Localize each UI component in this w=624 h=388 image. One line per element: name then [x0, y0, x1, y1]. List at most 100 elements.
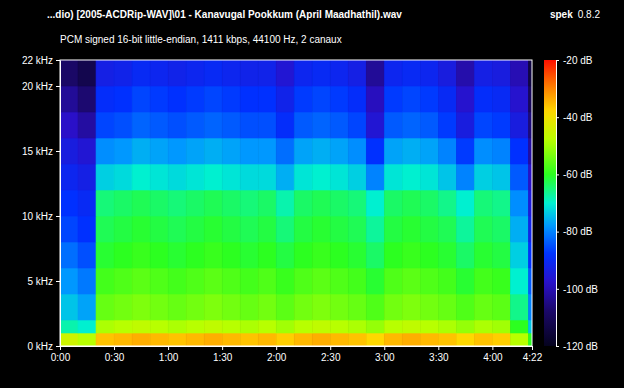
cell: [114, 60, 132, 86]
cell: [492, 268, 510, 294]
cell: [168, 242, 186, 268]
cell: [186, 86, 204, 112]
cell: [150, 294, 168, 320]
spectrogram-svg: ...dio) [2005-ACDRip-WAV]\01 - Kanavugal…: [0, 0, 624, 388]
x-axis-line: [61, 346, 533, 347]
cell: [456, 164, 474, 190]
cell: [168, 138, 186, 164]
cell: [258, 294, 276, 320]
cell: [168, 86, 186, 112]
cell: [456, 216, 474, 242]
cell: [348, 60, 366, 86]
cell: [402, 112, 420, 138]
cell: [366, 242, 384, 268]
tick-mark: [384, 346, 385, 350]
chart-container: ...dio) [2005-ACDRip-WAV]\01 - Kanavugal…: [0, 0, 624, 388]
cell: [60, 333, 78, 346]
cell: [528, 60, 532, 86]
cell: [312, 164, 330, 190]
tick-label: 20 kHz: [22, 81, 53, 92]
cell: [492, 294, 510, 320]
cell: [348, 216, 366, 242]
tick-mark: [276, 346, 277, 350]
cell: [438, 242, 456, 268]
cell: [348, 242, 366, 268]
cell: [438, 190, 456, 216]
cell: [492, 112, 510, 138]
cell: [168, 333, 186, 346]
cell: [456, 268, 474, 294]
cell: [366, 190, 384, 216]
cell: [276, 216, 294, 242]
tick-mark: [556, 117, 559, 118]
cell: [438, 60, 456, 86]
cell: [366, 268, 384, 294]
cell: [294, 294, 312, 320]
tick: -100 dB: [556, 284, 598, 295]
cell: [132, 86, 150, 112]
cell: [186, 333, 204, 346]
tick: 3:30: [429, 346, 449, 363]
cell: [168, 320, 186, 333]
cell: [312, 138, 330, 164]
cell: [96, 164, 114, 190]
cell: [258, 60, 276, 86]
cell: [222, 112, 240, 138]
cell: [204, 164, 222, 190]
cell: [96, 112, 114, 138]
tick: -80 dB: [556, 226, 593, 237]
cell: [528, 112, 532, 138]
tick: 10 kHz: [22, 211, 60, 222]
cell: [384, 60, 402, 86]
cell: [258, 112, 276, 138]
tick-label: 22 kHz: [22, 55, 53, 66]
cell: [294, 268, 312, 294]
cell: [528, 164, 532, 190]
cell: [456, 86, 474, 112]
cell: [132, 242, 150, 268]
cell: [312, 242, 330, 268]
cell: [402, 333, 420, 346]
y-axis-line: [60, 61, 61, 347]
cell: [96, 138, 114, 164]
cell: [78, 242, 96, 268]
tick: 0:30: [105, 346, 125, 363]
cell: [492, 242, 510, 268]
cell: [186, 190, 204, 216]
cell: [294, 242, 312, 268]
cell: [402, 242, 420, 268]
program-name: spek: [550, 9, 573, 20]
cell: [366, 216, 384, 242]
cell: [384, 216, 402, 242]
cell: [402, 190, 420, 216]
cell: [420, 112, 438, 138]
cell: [366, 86, 384, 112]
cell: [240, 333, 258, 346]
tick-mark: [56, 346, 60, 347]
cell: [96, 320, 114, 333]
cell: [240, 320, 258, 333]
cell: [240, 190, 258, 216]
cell: [258, 138, 276, 164]
cell: [204, 268, 222, 294]
cell: [258, 164, 276, 190]
cell: [276, 60, 294, 86]
cell: [330, 268, 348, 294]
cell: [366, 333, 384, 346]
cell: [510, 320, 528, 333]
cell: [222, 320, 240, 333]
cell: [510, 164, 528, 190]
cell: [420, 294, 438, 320]
tick-mark: [60, 346, 61, 350]
cell: [114, 320, 132, 333]
cell: [114, 138, 132, 164]
tick-label: -40 dB: [563, 112, 593, 123]
cell: [168, 190, 186, 216]
tick-mark: [222, 346, 223, 350]
tick-mark: [556, 289, 559, 290]
cell: [402, 268, 420, 294]
cell: [114, 294, 132, 320]
tick-label: 10 kHz: [22, 211, 53, 222]
tick-mark: [556, 60, 559, 61]
cell: [222, 190, 240, 216]
